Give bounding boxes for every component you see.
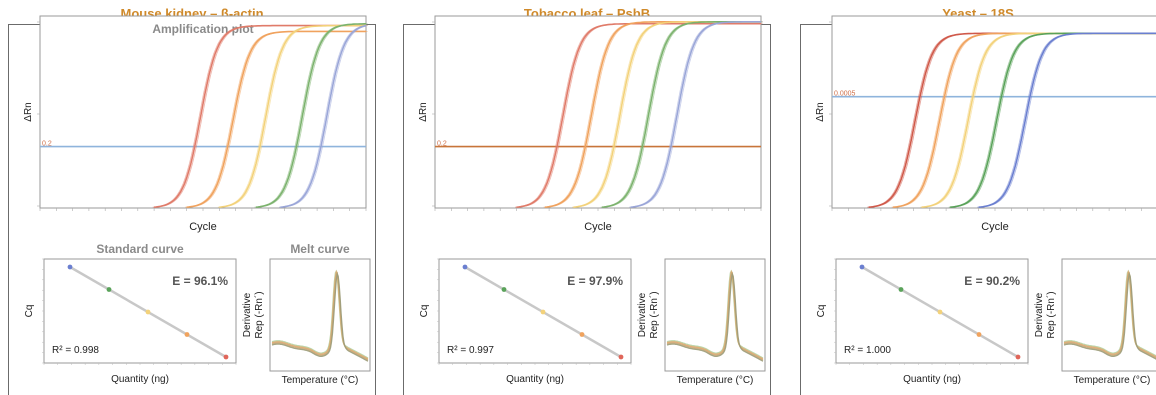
melt-curve-x-label: Temperature (°C) <box>677 375 754 386</box>
standard-curve-point <box>579 332 585 337</box>
melt-curve-line <box>1063 269 1156 358</box>
standard-curve-x-label: Quantity (ng) <box>903 374 961 385</box>
amplification-series-line <box>281 25 368 208</box>
amplification-title: Amplification plot <box>152 22 253 36</box>
melt-curve-line <box>666 271 764 361</box>
standard-curve-x-label: Quantity (ng) <box>111 374 169 385</box>
melt-curve-y-label-line1: Derivative <box>242 292 253 337</box>
melt-curve-line <box>1063 271 1156 359</box>
melt-curve-line <box>271 271 369 361</box>
r-squared-label: R² = 0.997 <box>447 345 494 356</box>
standard-curve-point <box>540 309 546 315</box>
melt-curve-y-label-line2: Rep (-Rn´) <box>648 291 660 338</box>
standard-curve-x-label: Quantity (ng) <box>506 374 564 385</box>
melt-curve-line <box>271 269 369 359</box>
amplification-x-label: Cycle <box>584 221 612 233</box>
panel-chart-svg: 0.0005 Cycle ΔRn E = 90.2% R² = 1.000 Quantit… <box>815 15 1156 386</box>
melt-curve-x-label: Temperature (°C) <box>1074 375 1151 386</box>
melt-curve-y-label-line1: Derivative <box>1034 292 1045 337</box>
standard-curve-point <box>184 332 190 337</box>
panel-mouse-kidney: Mouse kidney – β-actin Amplification plo… <box>8 0 376 395</box>
standard-curve-point <box>618 354 624 360</box>
threshold-label: 0.2 <box>437 141 447 148</box>
standard-curve-point <box>1015 354 1021 360</box>
panel-tobacco-leaf: Tobacco leaf – PsbB 0.2 Cycle ΔRn E = 97.9%… <box>403 0 771 395</box>
standard-curve-point <box>223 354 229 360</box>
threshold-label: 0.0005 <box>834 91 856 98</box>
efficiency-label: E = 90.2% <box>964 274 1020 288</box>
standard-curve-point <box>898 287 904 292</box>
melt-curve-line <box>271 272 369 362</box>
melt-curve-line <box>666 269 764 359</box>
melt-curve-y-label-line2: Rep (-Rn´) <box>253 291 265 338</box>
amplification-x-label: Cycle <box>189 221 217 233</box>
standard-curve-point <box>106 287 112 292</box>
melt-curve-line <box>271 269 369 360</box>
standard-curve-y-label: Cq <box>419 305 430 318</box>
standard-curve-title: Standard curve <box>96 242 184 256</box>
melt-curve-title: Melt curve <box>290 242 350 256</box>
standard-curve-point <box>67 264 73 270</box>
standard-curve-point <box>145 309 151 315</box>
amplification-series-line <box>629 21 760 208</box>
amplification-plot-area <box>831 15 1156 209</box>
r-squared-label: R² = 1.000 <box>844 345 891 356</box>
melt-curve-y-label-line1: Derivative <box>637 292 648 337</box>
threshold-label: 0.2 <box>42 141 52 148</box>
standard-curve-point <box>976 332 982 337</box>
standard-curve-point <box>937 309 943 315</box>
panel-yeast: Yeast – 18S 0.0005 Cycle ΔRn E = 90.2% R² = … <box>800 0 1156 395</box>
amplification-series-line <box>977 32 1156 208</box>
r-squared-label: R² = 0.998 <box>52 345 99 356</box>
amplification-series-line <box>280 24 367 208</box>
amplification-y-label: ΔRn <box>815 102 826 121</box>
standard-curve-y-label: Cq <box>816 305 827 318</box>
melt-curve-line <box>1063 272 1156 360</box>
amplification-plot-area <box>434 15 762 209</box>
melt-curve-x-label: Temperature (°C) <box>282 375 359 386</box>
amplification-x-label: Cycle <box>981 221 1009 233</box>
panel-chart-svg: Amplification plot 0.2 Cycle ΔRn Standard cu… <box>23 15 371 386</box>
efficiency-label: E = 97.9% <box>567 274 623 288</box>
amplification-y-label: ΔRn <box>23 102 34 121</box>
efficiency-label: E = 96.1% <box>172 274 228 288</box>
standard-curve-point <box>859 264 865 270</box>
amplification-series-line <box>254 23 365 208</box>
amplification-y-label: ΔRn <box>418 102 429 121</box>
standard-curve-point <box>462 264 468 270</box>
standard-curve-point <box>501 287 507 292</box>
amplification-series-line <box>278 25 365 208</box>
panel-chart-svg: 0.2 Cycle ΔRn E = 97.9% R² = 0.997 Quantity (… <box>418 15 766 386</box>
standard-curve-y-label: Cq <box>24 305 35 318</box>
melt-curve-y-label-line2: Rep (-Rn´) <box>1045 291 1057 338</box>
melt-curve-line <box>666 272 764 362</box>
amplification-series-line <box>185 30 365 208</box>
melt-curve-line <box>1063 269 1156 357</box>
melt-curve-line <box>666 269 764 360</box>
